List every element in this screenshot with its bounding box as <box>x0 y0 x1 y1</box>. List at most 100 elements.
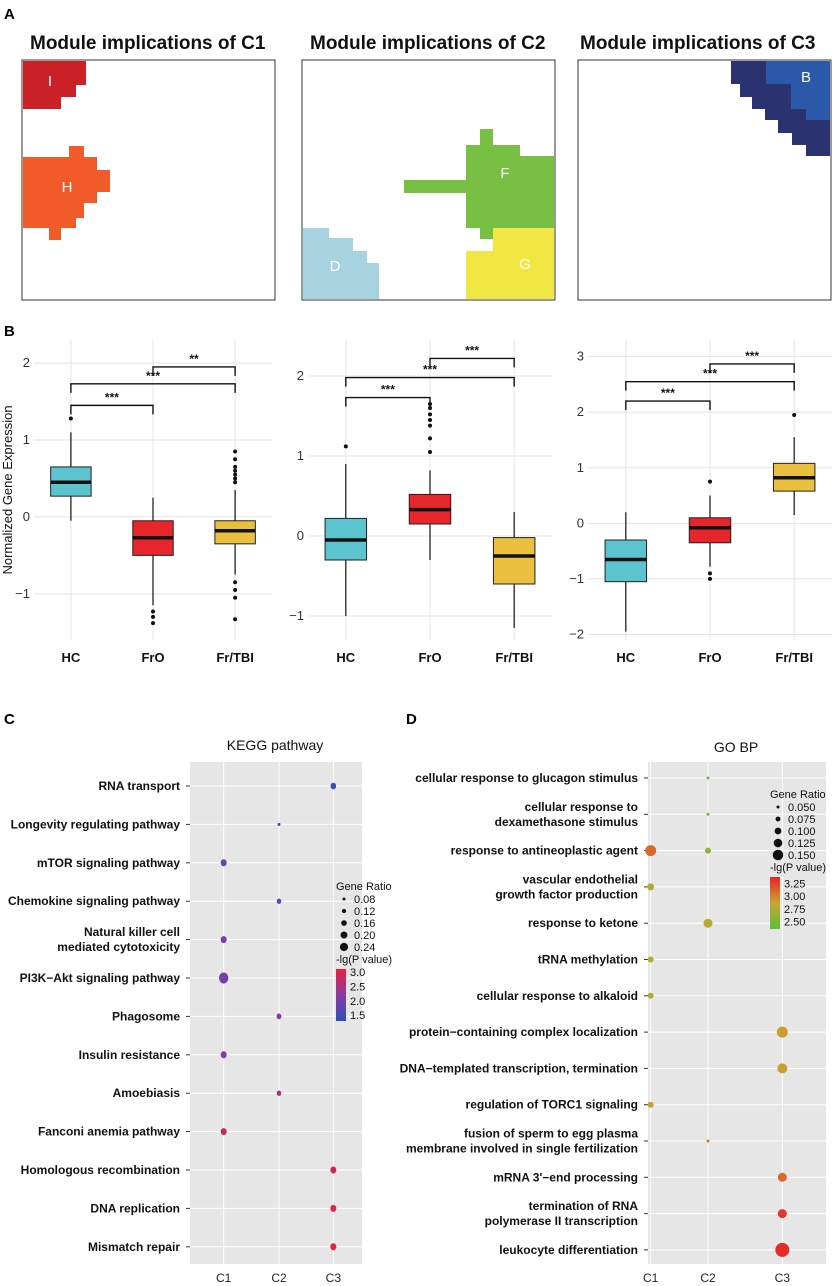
box-y-tick: 3 <box>577 349 584 364</box>
box-x-label: HC <box>336 650 355 665</box>
color-legend-tick: 2.50 <box>784 916 805 928</box>
module-region-d <box>303 228 379 299</box>
box-fr-tbi <box>492 537 536 585</box>
term-label: polymerase II transcription <box>485 1214 638 1228</box>
term-label: termination of RNA <box>529 1199 639 1213</box>
box-x-label: HC <box>61 650 80 665</box>
enrichment-dot <box>706 776 710 780</box>
module-map-c1: I H <box>21 59 276 301</box>
enrichment-dot <box>647 956 654 963</box>
box-outlier <box>233 476 238 481</box>
box-outlier <box>708 479 712 484</box>
gobp-dot-plot: cellular response to glucagon stimulus ce… <box>400 762 826 1285</box>
significance-label: *** <box>381 383 395 397</box>
color-legend-title: -lg(P value) <box>770 862 826 874</box>
size-legend-value: 0.075 <box>788 814 816 826</box>
size-legend-dot <box>773 838 783 848</box>
enrichment-dot <box>645 845 657 857</box>
box-x-label: FrO <box>698 650 721 665</box>
size-legend-dot <box>775 816 781 822</box>
color-legend-tick: 2.75 <box>784 904 805 916</box>
box-y-tick: 2 <box>23 355 30 370</box>
box-x-label: Fr/TBI <box>495 650 533 665</box>
significance-bracket <box>152 366 236 376</box>
box-outlier <box>792 413 797 417</box>
box-y-tick: −1 <box>289 608 304 623</box>
significance-bracket <box>345 376 515 387</box>
enrichment-dot <box>330 782 337 790</box>
enrichment-dot <box>705 847 711 854</box>
term-label: response to ketone <box>528 916 638 930</box>
box-y-tick: 2 <box>577 404 584 419</box>
term-label: tRNA methylation <box>538 953 638 967</box>
color-legend-tick: 3.0 <box>350 967 365 979</box>
dot-x-label: C2 <box>700 1271 716 1285</box>
panel-letter-c: C <box>4 711 15 728</box>
enrichment-dot <box>220 1128 227 1136</box>
term-label: membrane involved in single fertilizatio… <box>406 1142 638 1156</box>
box-outlier <box>233 588 238 592</box>
term-label: Longevity regulating pathway <box>11 817 181 831</box>
enrichment-dot <box>706 1139 710 1143</box>
enrichment-dot <box>276 1090 282 1096</box>
size-legend-value: 0.24 <box>354 942 375 954</box>
significance-label: *** <box>465 343 479 357</box>
box-y-axis-label: Normalized Gene Expression <box>0 405 15 574</box>
enrichment-dot <box>647 883 655 891</box>
box-outlier <box>233 595 238 600</box>
term-label: mRNA 3'−end processing <box>493 1170 638 1184</box>
term-label: cellular response to alkaloid <box>477 989 638 1003</box>
box-outlier <box>233 464 238 469</box>
enrichment-dot <box>777 1209 787 1219</box>
size-legend-value: 0.150 <box>788 850 816 862</box>
color-legend-tick: 1.5 <box>350 1010 365 1022</box>
term-label: DNA−templated transcription, termination <box>400 1061 638 1075</box>
size-legend-value: 0.050 <box>788 802 816 814</box>
box-y-tick: 0 <box>577 515 584 530</box>
size-legend-value: 0.08 <box>354 894 375 906</box>
significance-label: *** <box>703 367 717 381</box>
term-label: response to antineoplastic agent <box>451 844 638 858</box>
significance-label: ** <box>189 352 199 366</box>
significance-label: *** <box>661 386 675 400</box>
box-outlier <box>233 617 238 622</box>
size-legend-title: Gene Ratio <box>770 789 826 801</box>
term-label: dexamethasone stimulus <box>495 815 639 829</box>
dot-plot-background <box>648 762 826 1264</box>
color-legend-bar <box>770 877 780 929</box>
enrichment-dot <box>647 992 654 999</box>
box-outlier <box>428 418 432 422</box>
box-x-label: FrO <box>141 650 164 665</box>
module-region-h <box>23 146 110 240</box>
box-outlier <box>428 406 432 410</box>
kegg-title: KEGG pathway <box>227 737 324 753</box>
box-outlier <box>233 457 238 462</box>
term-label: Natural killer cell <box>84 925 180 939</box>
term-label: Insulin resistance <box>79 1048 181 1062</box>
term-label: Amoebiasis <box>113 1086 181 1100</box>
significance-label: *** <box>745 349 759 363</box>
box-outlier <box>233 480 238 485</box>
box-x-label: FrO <box>418 650 441 665</box>
significance-bracket <box>70 383 236 393</box>
box-x-label: Fr/TBI <box>775 650 813 665</box>
significance-label: *** <box>105 390 119 404</box>
enrichment-dot <box>220 1051 227 1059</box>
term-label: DNA replication <box>90 1201 180 1215</box>
enrichment-dot <box>703 918 713 928</box>
module-map-title-c1: Module implications of C1 <box>30 33 266 54</box>
enrichment-dot <box>706 812 710 816</box>
color-legend-bar <box>336 969 346 1021</box>
term-label: leukocyte differentiation <box>499 1243 638 1257</box>
enrichment-dot <box>330 1166 337 1174</box>
box-x-label: Fr/TBI <box>216 650 254 665</box>
term-label: regulation of TORC1 signaling <box>466 1098 638 1112</box>
module-label-a: A <box>742 94 752 111</box>
box-y-tick: −1 <box>569 571 584 586</box>
enrichment-dot <box>330 1204 337 1212</box>
enrichment-dot <box>776 1026 788 1038</box>
size-legend-dot <box>341 908 347 914</box>
box-outlier <box>151 621 155 626</box>
term-label: mTOR signaling pathway <box>37 856 180 870</box>
